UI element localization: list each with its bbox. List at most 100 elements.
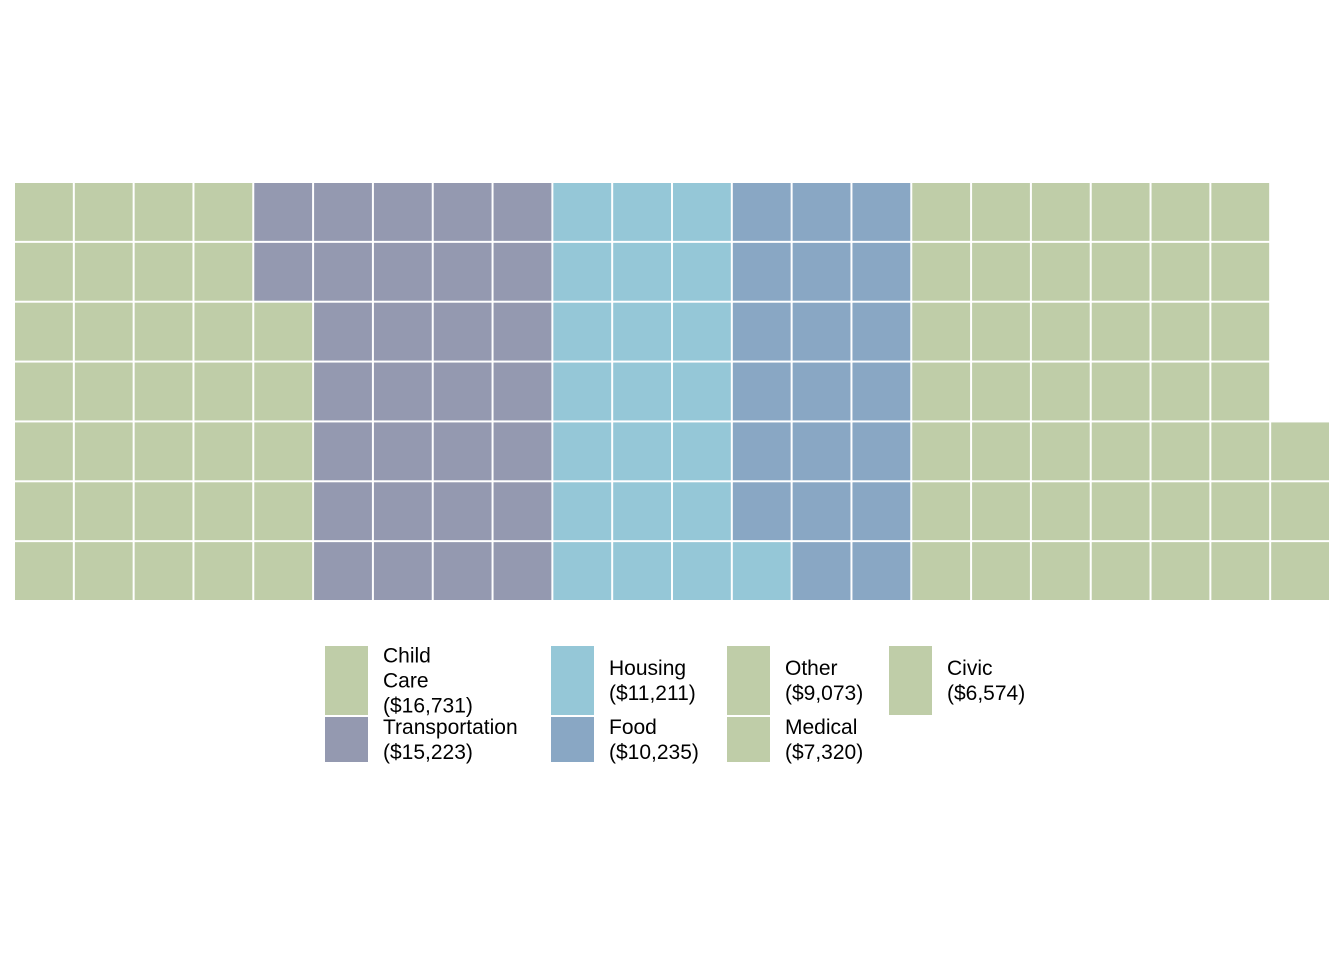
- waffle-cell-transportation: [433, 302, 492, 361]
- legend-key-medical: [727, 717, 770, 762]
- legend-label-housing-line-1: Housing: [609, 657, 686, 680]
- waffle-cell-transportation: [373, 482, 432, 541]
- waffle-cell-other: [912, 362, 971, 421]
- waffle-cell-housing: [553, 242, 612, 301]
- waffle-cell-child-care: [194, 422, 253, 481]
- waffle-cell-medical: [1091, 422, 1150, 481]
- waffle-cell-transportation: [373, 242, 432, 301]
- waffle-cell-housing: [673, 542, 731, 600]
- waffle-cell-housing: [673, 242, 731, 301]
- waffle-cell-housing: [553, 422, 612, 481]
- waffle-cell-other: [972, 482, 1030, 541]
- waffle-cell-medical: [1031, 183, 1090, 241]
- waffle-cell-transportation: [493, 302, 552, 361]
- waffle-cell-medical: [1151, 422, 1210, 481]
- waffle-cell-medical: [1091, 362, 1150, 421]
- waffle-cell-food: [792, 422, 851, 481]
- waffle-cell-transportation: [373, 183, 432, 241]
- waffle-cell-housing: [613, 183, 671, 241]
- legend-label-civic-line-2: ($6,574): [947, 682, 1025, 705]
- waffle-cell-other: [912, 302, 971, 361]
- waffle-cell-transportation: [373, 362, 432, 421]
- legend-label-food-line-1: Food: [609, 716, 657, 739]
- waffle-cell-food: [732, 302, 791, 361]
- waffle-cell-transportation: [493, 242, 552, 301]
- waffle-cell-child-care: [194, 242, 253, 301]
- waffle-cell-child-care: [134, 422, 193, 481]
- waffle-cell-civic: [1271, 542, 1329, 600]
- waffle-cell-child-care: [74, 422, 133, 481]
- waffle-cell-transportation: [314, 302, 372, 361]
- waffle-cell-civic: [1211, 362, 1270, 421]
- waffle-cell-transportation: [314, 362, 372, 421]
- waffle-cell-medical: [1151, 542, 1210, 600]
- waffle-cell-other: [1031, 542, 1090, 600]
- waffle-cell-other: [1031, 482, 1090, 541]
- waffle-cell-medical: [1151, 362, 1210, 421]
- waffle-cell-child-care: [254, 482, 313, 541]
- waffle-cell-child-care: [134, 362, 193, 421]
- waffle-cell-transportation: [433, 542, 492, 600]
- legend-label-child-care-line-2: Care: [383, 670, 429, 693]
- waffle-cell-civic: [1271, 482, 1329, 541]
- waffle-cell-food: [852, 482, 911, 541]
- waffle-cell-child-care: [15, 482, 73, 541]
- waffle-cell-child-care: [134, 482, 193, 541]
- waffle-cell-food: [792, 242, 851, 301]
- waffle-cell-transportation: [314, 542, 372, 600]
- waffle-cell-child-care: [194, 183, 253, 241]
- waffle-cell-housing: [613, 362, 671, 421]
- waffle-cell-housing: [613, 242, 671, 301]
- waffle-cell-other: [972, 362, 1030, 421]
- waffle-cell-child-care: [134, 183, 193, 241]
- waffle-cell-transportation: [314, 422, 372, 481]
- waffle-cell-medical: [1091, 482, 1150, 541]
- legend-label-other-line-1: Other: [785, 657, 838, 680]
- waffle-cell-child-care: [74, 362, 133, 421]
- waffle-cell-transportation: [493, 183, 552, 241]
- waffle-cell-housing: [553, 302, 612, 361]
- waffle-cell-medical: [1031, 242, 1090, 301]
- waffle-cell-transportation: [314, 482, 372, 541]
- waffle-cell-child-care: [254, 542, 313, 600]
- waffle-cell-civic: [1271, 422, 1329, 481]
- waffle-cell-other: [912, 242, 971, 301]
- waffle-cell-medical: [1151, 482, 1210, 541]
- waffle-cell-transportation: [314, 183, 372, 241]
- waffle-cell-child-care: [15, 302, 73, 361]
- waffle-cell-transportation: [493, 362, 552, 421]
- waffle-cell-medical: [1091, 183, 1150, 241]
- waffle-cell-housing: [553, 362, 612, 421]
- waffle-cell-transportation: [493, 542, 552, 600]
- waffle-cell-food: [732, 422, 791, 481]
- waffle-cell-child-care: [74, 183, 133, 241]
- legend-label-food-line-2: ($10,235): [609, 741, 699, 764]
- waffle-cell-civic: [1151, 302, 1210, 361]
- legend-label-medical-line-2: ($7,320): [785, 741, 863, 764]
- waffle-cell-food: [852, 362, 911, 421]
- legend-key-civic: [889, 646, 932, 715]
- legend-label-transportation-line-1: Transportation: [383, 716, 518, 739]
- waffle-cell-transportation: [373, 422, 432, 481]
- waffle-cell-child-care: [74, 482, 133, 541]
- waffle-cell-other: [912, 422, 971, 481]
- waffle-cell-housing: [613, 422, 671, 481]
- waffle-cell-food: [792, 302, 851, 361]
- waffle-cell-child-care: [254, 362, 313, 421]
- waffle-cell-child-care: [254, 422, 313, 481]
- waffle-cell-transportation: [433, 422, 492, 481]
- waffle-cell-child-care: [15, 362, 73, 421]
- waffle-cell-civic: [1211, 482, 1270, 541]
- waffle-cell-child-care: [134, 242, 193, 301]
- waffle-cell-medical: [1091, 242, 1150, 301]
- waffle-cell-food: [852, 242, 911, 301]
- legend-label-medical-line-1: Medical: [785, 716, 857, 739]
- waffle-cell-medical: [1091, 542, 1150, 600]
- waffle-cell-transportation: [433, 482, 492, 541]
- waffle-cell-food: [852, 542, 911, 600]
- waffle-cell-child-care: [134, 542, 193, 600]
- waffle-cell-other: [972, 422, 1030, 481]
- waffle-cell-food: [792, 183, 851, 241]
- waffle-cell-child-care: [194, 362, 253, 421]
